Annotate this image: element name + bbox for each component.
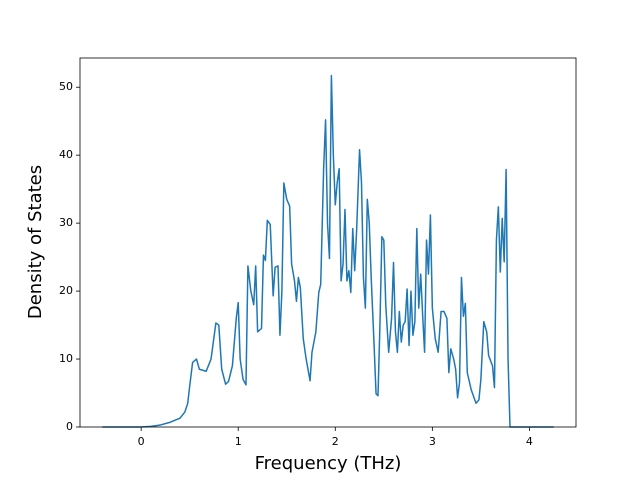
x-tick-label: 1 [235, 435, 242, 448]
x-tick-label: 2 [332, 435, 339, 448]
line [102, 74, 554, 428]
y-tick-label: 10 [59, 352, 73, 365]
plot-frame [79, 57, 577, 428]
y-tick-label: 0 [66, 420, 73, 433]
y-axis-label: Density of States [25, 165, 46, 319]
y-tick-label: 20 [59, 284, 73, 297]
x-tick-label: 0 [138, 435, 145, 448]
y-tick-label: 50 [59, 80, 73, 93]
y-tick-label: 30 [59, 216, 73, 229]
y-tick-label: 40 [59, 148, 73, 161]
x-tick-label: 3 [429, 435, 436, 448]
x-tick-label: 4 [526, 435, 533, 448]
x-axis-label: Frequency (THz) [255, 453, 402, 474]
